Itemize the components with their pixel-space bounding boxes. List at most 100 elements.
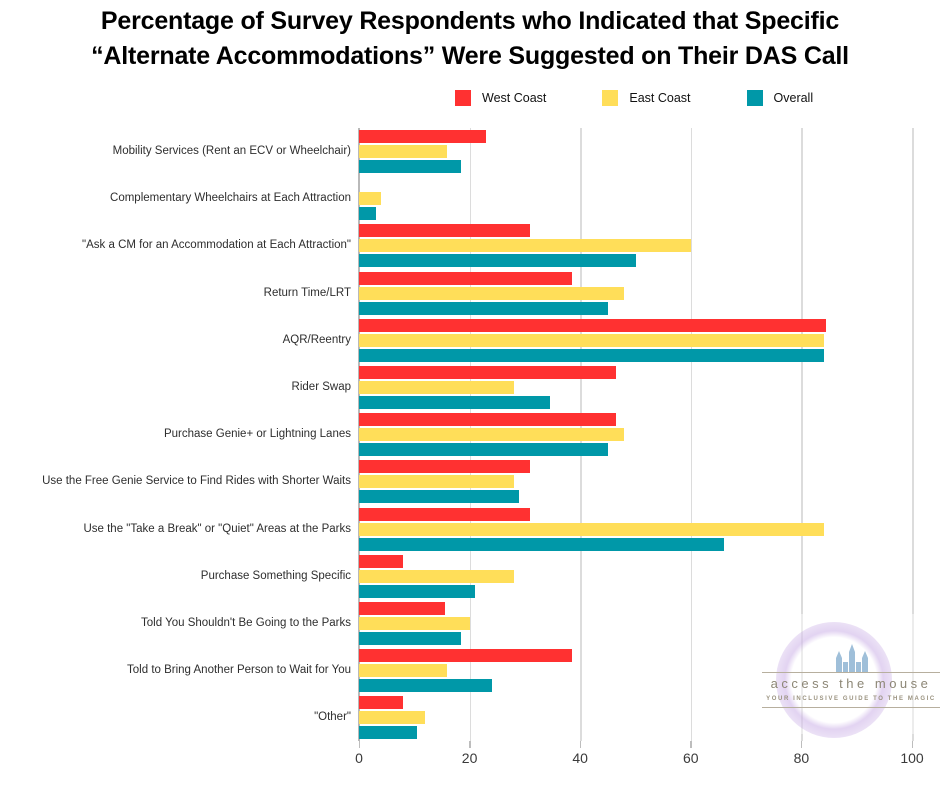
legend-swatch: [602, 90, 619, 106]
bar-west-coast: [359, 601, 445, 615]
bar-overall: [359, 301, 608, 315]
watermark-name: access the mouse: [770, 676, 932, 691]
chart-row: Mobility Services (Rent an ECV or Wheelc…: [0, 128, 940, 175]
watermark-glitter-ring: [776, 622, 892, 738]
bar-west-coast: [359, 224, 531, 238]
y-axis-line: [358, 128, 360, 741]
bar-group: [359, 366, 617, 410]
axis-tick: [579, 741, 582, 748]
bar-east-coast: [359, 711, 426, 725]
chart-row: Return Time/LRT: [0, 270, 940, 317]
x-tick-label: 60: [683, 750, 699, 766]
chart-row: Complementary Wheelchairs at Each Attrac…: [0, 175, 940, 222]
watermark-logo: access the mouse YOUR INCLUSIVE GUIDE TO…: [762, 614, 940, 738]
legend-item: Overall: [746, 90, 814, 106]
bar-group: [359, 318, 827, 362]
category-label: Told You Shouldn't Be Going to the Parks: [141, 616, 351, 629]
bar-west-coast: [359, 271, 572, 285]
bar-group: [359, 507, 824, 551]
bar-west-coast: [359, 507, 531, 521]
axis-tick: [800, 741, 803, 748]
bar-group: [359, 460, 531, 504]
bar-east-coast: [359, 145, 448, 159]
bar-east-coast: [359, 428, 625, 442]
bar-group: [359, 649, 572, 693]
bar-group: [359, 271, 625, 315]
category-label: Mobility Services (Rent an ECV or Wheelc…: [112, 145, 351, 158]
category-label: "Other": [314, 711, 351, 724]
category-label: "Ask a CM for an Accommodation at Each A…: [82, 239, 351, 252]
legend-swatch: [746, 90, 763, 106]
category-label: Return Time/LRT: [263, 286, 351, 299]
gridline: [801, 128, 803, 741]
bar-east-coast: [359, 522, 824, 536]
bar-overall: [359, 254, 636, 268]
bar-west-coast: [359, 130, 487, 144]
bar-east-coast: [359, 381, 514, 395]
chart-title-line1: Percentage of Survey Respondents who Ind…: [100, 7, 840, 35]
legend-swatch: [455, 90, 471, 106]
legend-label: Overall: [773, 91, 814, 105]
x-tick-label: 20: [461, 750, 478, 766]
chart-row: "Other": [0, 694, 940, 741]
bar-east-coast: [359, 616, 470, 630]
category-label: Use the Free Genie Service to Find Rides…: [42, 475, 351, 488]
bar-overall: [359, 443, 608, 457]
bar-east-coast: [359, 333, 824, 347]
bar-west-coast: [359, 649, 572, 663]
category-label: Purchase Genie+ or Lightning Lanes: [163, 428, 351, 441]
castle-icon: [836, 644, 868, 672]
bar-east-coast: [359, 192, 382, 206]
bar-west-coast: [359, 696, 404, 710]
watermark-divider-top: [762, 672, 940, 673]
chart-row: Rider Swap: [0, 364, 940, 411]
axis-tick: [469, 741, 471, 748]
bar-overall: [359, 396, 550, 410]
category-label: Complementary Wheelchairs at Each Attrac…: [110, 192, 351, 205]
category-label: Told to Bring Another Person to Wait for…: [127, 664, 351, 677]
bar-group: [359, 177, 382, 221]
chart-row: Told You Shouldn't Be Going to the Parks: [0, 600, 940, 647]
bar-east-coast: [359, 664, 448, 678]
bar-group: [359, 130, 487, 174]
x-tick-label: 0: [355, 750, 363, 766]
category-label: Use the "Take a Break" or "Quiet" Areas …: [83, 522, 351, 535]
gridline: [690, 128, 693, 741]
bar-group: [359, 554, 514, 598]
bar-overall: [359, 679, 492, 693]
category-label: Purchase Something Specific: [200, 569, 351, 582]
x-tick-label: 40: [572, 750, 588, 766]
chart-row: Purchase Something Specific: [0, 553, 940, 600]
bar-overall: [359, 207, 376, 221]
bar-east-coast: [359, 286, 625, 300]
axis-tick: [690, 741, 692, 748]
chart-title-line2: “Alternate Accommodations” Were Suggeste…: [91, 42, 849, 70]
x-axis: 0 20 40 60 80 100: [355, 750, 924, 770]
bar-east-coast: [359, 239, 691, 253]
watermark-tagline: YOUR INCLUSIVE GUIDE TO THE MAGIC: [766, 696, 936, 702]
bar-overall: [359, 160, 462, 174]
bar-west-coast: [359, 366, 617, 380]
bar-west-coast: [359, 554, 404, 568]
legend-label: West Coast: [482, 91, 547, 105]
chart-row: "Ask a CM for an Accommodation at Each A…: [0, 222, 940, 269]
legend-label: East Coast: [629, 91, 691, 105]
bar-overall: [359, 584, 476, 598]
chart-row: AQR/Reentry: [0, 317, 940, 364]
legend-item: East Coast: [602, 90, 691, 106]
bar-east-coast: [359, 475, 514, 489]
watermark-background: [762, 614, 940, 734]
bar-west-coast: [359, 413, 617, 427]
plot-rows: Mobility Services (Rent an ECV or Wheelc…: [0, 128, 940, 741]
x-tick-label: 80: [793, 750, 810, 766]
chart-row: Use the "Take a Break" or "Quiet" Areas …: [0, 506, 940, 553]
bar-group: [359, 601, 470, 645]
gridline: [912, 128, 914, 741]
bar-group: [359, 224, 691, 268]
chart-row: Use the Free Genie Service to Find Rides…: [0, 458, 940, 505]
axis-tick: [358, 741, 360, 748]
x-tick-label: 100: [900, 750, 924, 766]
watermark-divider-bottom: [762, 707, 940, 708]
axis-tick: [911, 741, 913, 748]
bar-overall: [359, 490, 520, 504]
